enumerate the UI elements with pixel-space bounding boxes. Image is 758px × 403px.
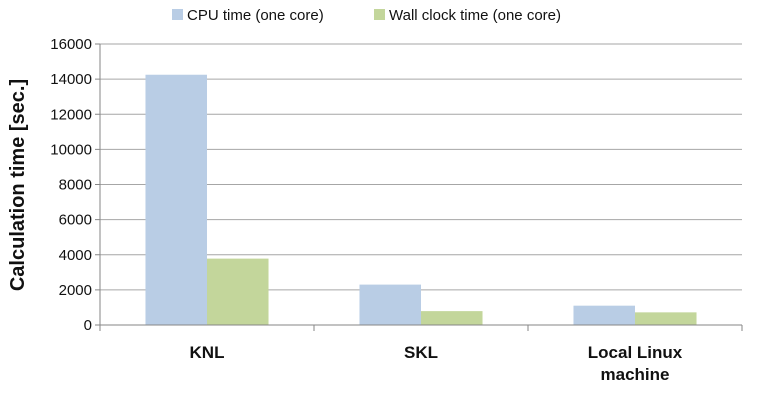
x-category-label: machine [601, 365, 670, 384]
y-tick-label: 0 [84, 317, 92, 334]
x-category-label: SKL [404, 343, 438, 362]
y-tick-label: 2000 [59, 282, 92, 299]
bar-wall-clock-time [207, 258, 269, 325]
y-tick-label: 8000 [59, 177, 92, 194]
x-axis-categories: KNL SKL Local Linux machine [190, 343, 683, 384]
legend-swatch [374, 9, 385, 20]
y-axis-ticks: 0 2000 4000 6000 8000 10000 12000 14000 16000 [50, 36, 100, 334]
y-tick-label: 10000 [50, 141, 92, 158]
axes [99, 44, 743, 331]
y-tick-label: 16000 [50, 36, 92, 53]
legend-swatch [172, 9, 183, 20]
legend-label: CPU time (one core) [187, 7, 324, 24]
y-tick-label: 12000 [50, 106, 92, 123]
y-axis-title: Calculation time [sec.] [7, 79, 29, 291]
bar-cpu-time [145, 74, 207, 325]
legend-label: Wall clock time (one core) [389, 7, 561, 24]
x-category-label: Local Linux [588, 343, 683, 362]
x-category-label: KNL [190, 343, 225, 362]
y-tick-label: 6000 [59, 212, 92, 229]
y-tick-label: 14000 [50, 71, 92, 88]
bars [145, 74, 697, 325]
bar-cpu-time [359, 284, 421, 325]
bar-wall-clock-time [635, 312, 697, 325]
bar-cpu-time [573, 305, 635, 325]
legend: CPU time (one core) Wall clock time (one … [172, 7, 561, 24]
y-tick-label: 4000 [59, 247, 92, 264]
bar-wall-clock-time [421, 311, 483, 325]
